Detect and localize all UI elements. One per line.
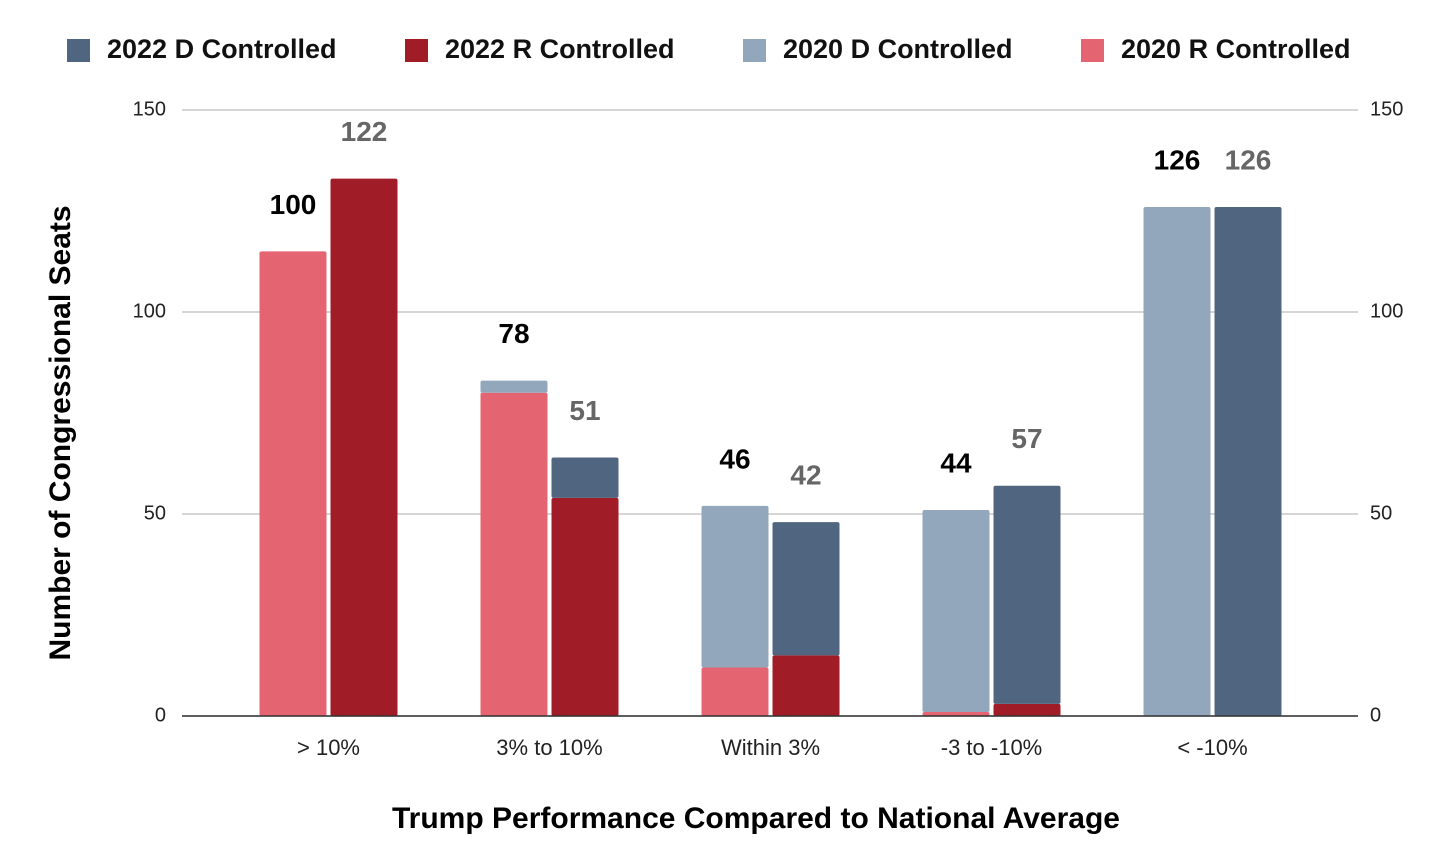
bar-annotation: 42: [790, 459, 821, 490]
bar-segment: [701, 667, 769, 716]
bar-segment: [259, 251, 327, 716]
legend-swatch: [405, 39, 428, 62]
bar-segment: [993, 703, 1061, 716]
y-tick-label: 150: [133, 98, 166, 120]
legend-label: 2020 D Controlled: [783, 34, 1013, 64]
bar-segment: [922, 509, 990, 712]
legend-swatch: [743, 39, 766, 62]
bar-segment: [551, 457, 619, 498]
x-axis-title: Trump Performance Compared to National A…: [392, 802, 1120, 835]
y2-tick-label: 150: [1370, 98, 1403, 120]
x-tick-label: -3 to -10%: [941, 735, 1043, 760]
y-tick-label: 50: [144, 502, 166, 524]
bar-annotation: 100: [270, 189, 317, 220]
bar-segment: [772, 655, 840, 716]
x-tick-label: 3% to 10%: [496, 735, 602, 760]
bar-segment: [922, 711, 990, 716]
bar-segment: [993, 485, 1061, 704]
x-tick-label: Within 3%: [721, 735, 820, 760]
bar-annotation: 126: [1225, 144, 1272, 175]
y-tick-label: 0: [155, 704, 166, 726]
bar-annotation: 46: [719, 443, 750, 474]
bar-segment: [772, 522, 840, 656]
bar-segment: [330, 178, 398, 716]
bar-segment: [480, 380, 548, 393]
legend-label: 2022 R Controlled: [445, 34, 675, 64]
y-axis-title: Number of Congressional Seats: [44, 205, 77, 660]
x-tick-label: < -10%: [1177, 735, 1247, 760]
bar-segment: [1143, 206, 1211, 716]
x-tick-label: > 10%: [297, 735, 360, 760]
bar-segment: [1214, 206, 1282, 716]
y2-tick-label: 0: [1370, 704, 1381, 726]
bar-segment: [551, 497, 619, 716]
bar-annotation: 122: [341, 116, 388, 147]
y2-tick-label: 50: [1370, 502, 1392, 524]
legend-swatch: [67, 39, 90, 62]
bar-annotation: 51: [569, 395, 600, 426]
y2-tick-label: 100: [1370, 300, 1403, 322]
legend-label: 2022 D Controlled: [107, 34, 337, 64]
bar-annotation: 126: [1154, 144, 1201, 175]
legend-label: 2020 R Controlled: [1121, 34, 1351, 64]
legend-swatch: [1081, 39, 1104, 62]
bar-segment: [701, 505, 769, 668]
bar-segment: [480, 392, 548, 716]
bar-annotation: 78: [498, 318, 529, 349]
y-tick-label: 100: [133, 300, 166, 322]
bar-annotation: 44: [940, 447, 972, 478]
bar-annotation: 57: [1011, 423, 1042, 454]
